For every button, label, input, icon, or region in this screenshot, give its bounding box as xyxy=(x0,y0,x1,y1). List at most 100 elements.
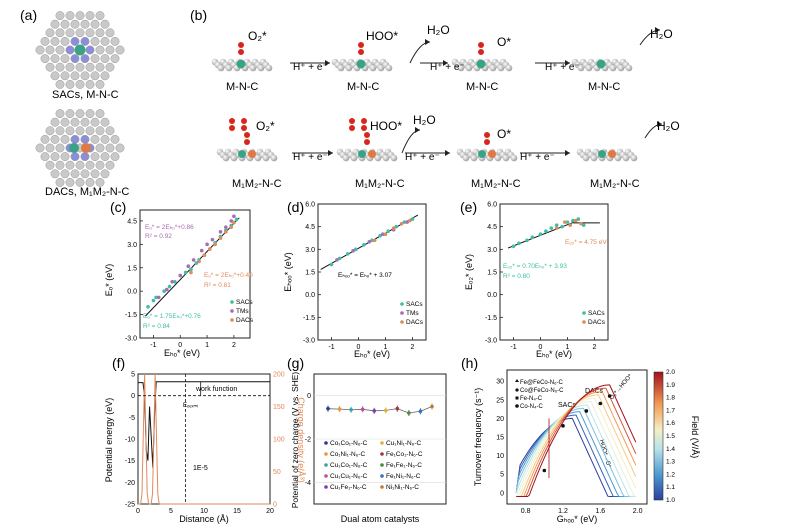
lattice-atom xyxy=(55,79,65,89)
lattice-atom xyxy=(40,152,50,162)
cbar-tick-label: 1.6 xyxy=(666,420,675,427)
y-tick-label: 30 xyxy=(496,379,504,386)
y2-tick-label: 200 xyxy=(273,372,285,379)
chart-h: Fe@FeCo-N₆-C Co@FeCo-N₆-C Fe-N₄-C Co-N₄-… xyxy=(473,369,700,524)
c-ylabel: Eₒ* (eV) xyxy=(104,264,114,296)
lattice-atom xyxy=(110,134,120,144)
lattice-atom xyxy=(40,134,50,144)
lattice-atom xyxy=(90,19,100,29)
lattice-atom xyxy=(80,19,90,29)
e-point-sacs xyxy=(576,217,581,221)
lattice-atom xyxy=(95,109,105,119)
lattice-atom xyxy=(50,36,60,46)
lattice-atom xyxy=(85,11,95,21)
lattice-atom xyxy=(105,160,115,170)
b-r1-h2o-a: H₂O xyxy=(427,23,450,37)
lattice-atom xyxy=(40,54,50,64)
g-legend-marker xyxy=(380,485,384,489)
slab-metal xyxy=(236,59,246,69)
e-xlabel: Eₕₒ* (eV) xyxy=(536,349,572,359)
arrow-path xyxy=(409,41,431,64)
c-point-sacs xyxy=(189,267,193,272)
d-point-dacs xyxy=(391,226,396,230)
lattice-atom xyxy=(70,134,80,144)
oxygen-atom xyxy=(244,132,250,138)
lattice-atom xyxy=(95,126,105,136)
slab-metal-2 xyxy=(248,150,256,158)
h-frame xyxy=(506,369,648,505)
y-tick-label: -1.5 xyxy=(125,312,137,319)
lattice-atom xyxy=(110,54,120,64)
x-tick-label: 2 xyxy=(232,342,236,349)
c-legend-1: TMs xyxy=(236,308,249,315)
h-curve xyxy=(515,401,636,498)
panel-b-mechanism xyxy=(211,27,663,162)
lattice-atom xyxy=(85,160,95,170)
h-ylabel: Turnover frequency (s⁻¹) xyxy=(473,388,483,486)
d-ylabel: Eₕₒₒ* (eV) xyxy=(283,252,293,291)
e-point-sacs xyxy=(571,218,575,223)
e-point-sacs xyxy=(525,238,529,243)
c-point-tms xyxy=(229,219,234,223)
g-line xyxy=(327,406,433,414)
arrow-head xyxy=(655,27,660,33)
panel-e-label: (e) xyxy=(460,199,477,215)
d-legend-1: TMs xyxy=(406,310,419,317)
d-point-tms xyxy=(335,258,339,262)
e-point-sacs xyxy=(560,224,564,229)
slab-atom xyxy=(390,154,398,162)
lattice-atom xyxy=(85,62,95,72)
x-tick-label: 20 xyxy=(266,508,274,515)
slab-atom xyxy=(625,64,633,72)
lattice-atom xyxy=(60,19,70,29)
lattice-atom xyxy=(90,71,100,81)
g-legend-2: Cu₁Co₁-N₆-C xyxy=(330,462,368,469)
lattice-atom xyxy=(50,19,60,29)
c-point-tms xyxy=(224,225,228,229)
h-legend-3: Co-N₄-C xyxy=(520,404,543,410)
y-tick-label: 25 xyxy=(496,397,504,404)
h-curve xyxy=(515,404,636,498)
y-tick-label: 0.0 xyxy=(305,292,315,299)
d-legend-2: DACs xyxy=(406,319,424,326)
c-point-sacs xyxy=(183,270,188,275)
h-anno-o-hoo: O₂*→HOO* xyxy=(609,373,634,401)
y-tick-label: 3.0 xyxy=(127,242,137,249)
cbar-tick-label: 1.4 xyxy=(666,446,675,453)
d-point-sacs xyxy=(370,238,374,243)
c-point-dacs xyxy=(232,220,236,225)
lattice-atom xyxy=(80,134,90,144)
e-point-sacs xyxy=(581,223,586,227)
lattice-atom xyxy=(105,45,115,55)
lattice-atom xyxy=(80,169,90,179)
b-r1-step3: H⁺ + e⁻ xyxy=(545,62,580,73)
slab-metal-2 xyxy=(608,150,616,158)
slab-atom xyxy=(385,64,393,72)
slab-atom xyxy=(377,64,385,72)
c-anno-dacs-r2: R² = 0.81 xyxy=(204,282,231,289)
slab-metal xyxy=(356,59,366,69)
g-point xyxy=(418,409,423,414)
e-anno-sacs-r2: R² = 0.80 xyxy=(503,273,530,280)
y-tick-label: 6.0 xyxy=(487,202,497,209)
y2-tick-label: 50 xyxy=(273,469,281,476)
arrow-head xyxy=(565,60,570,66)
slab-atom xyxy=(369,64,377,72)
oxygen-atom xyxy=(484,139,490,145)
f-ylabel: Potential energy (eV) xyxy=(104,398,114,483)
g-legend-marker xyxy=(380,441,384,445)
y-tick-label: 4.5 xyxy=(487,224,497,231)
c-legend-marker xyxy=(230,300,234,304)
oxygen-atom xyxy=(478,49,484,55)
slab-atom xyxy=(249,64,257,72)
lattice-atom xyxy=(90,36,100,46)
cbar-tick-label: 1.3 xyxy=(666,459,675,466)
e-point-dacs xyxy=(568,223,572,227)
y-tick-label: 0 xyxy=(500,490,504,497)
c-point-tms xyxy=(191,258,196,262)
lattice-atom xyxy=(70,19,80,29)
e-anno-sacs: Eₒ₂* = 0.70Eₕₒ* + 3.93 xyxy=(503,263,567,270)
g-legend-marker xyxy=(380,463,384,467)
e-point-sacs xyxy=(538,232,543,237)
c-point-sacs xyxy=(167,284,172,289)
